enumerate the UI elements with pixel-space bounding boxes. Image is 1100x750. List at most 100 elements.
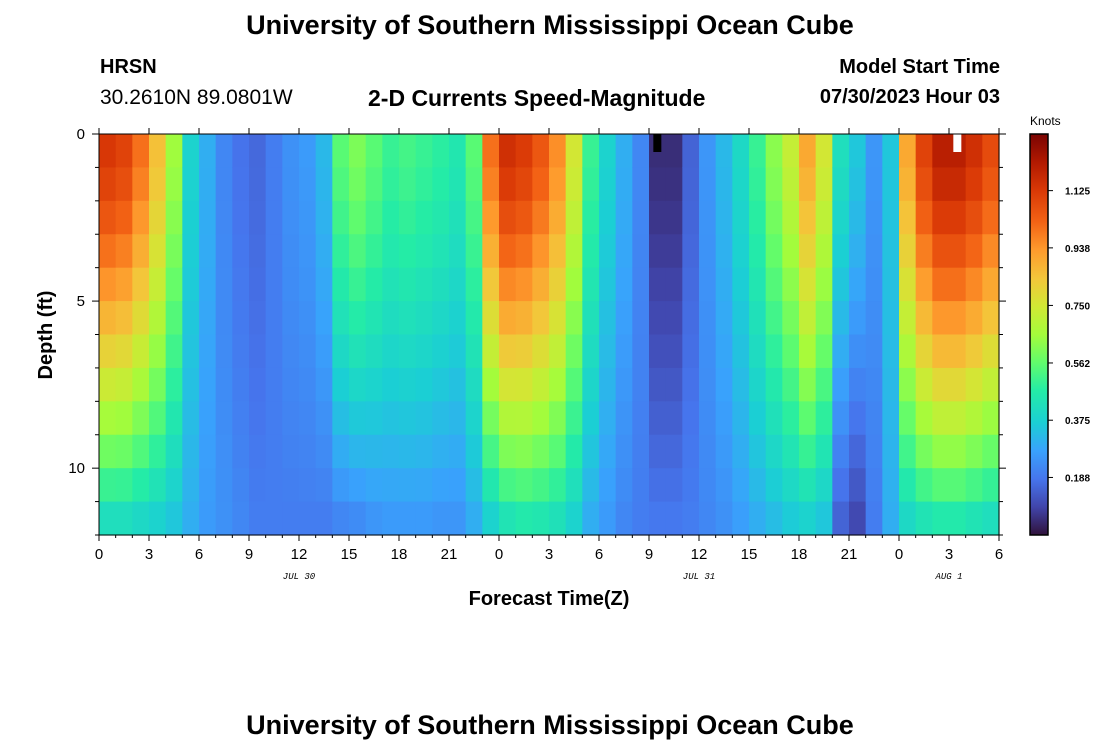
heatmap-cell	[449, 334, 467, 369]
heatmap-cell	[949, 401, 967, 436]
heatmap-cell	[115, 234, 133, 269]
heatmap-cell	[332, 501, 350, 536]
x-tick-label: 0	[95, 546, 103, 563]
heatmap-cell	[715, 401, 733, 436]
heatmap-cell	[815, 234, 833, 269]
heatmap-cell	[582, 267, 600, 302]
heatmap-cell	[415, 334, 433, 369]
heatmap-cell	[932, 401, 950, 436]
heatmap-cell	[482, 234, 500, 269]
heatmap-cell	[765, 301, 783, 336]
heatmap-cell	[949, 267, 967, 302]
heatmap-cell	[265, 334, 283, 369]
heatmap-cell	[915, 301, 933, 336]
heatmap-cell	[832, 501, 850, 536]
heatmap-cell	[399, 434, 417, 469]
heatmap-cell	[782, 468, 800, 503]
heatmap-cell	[199, 501, 217, 536]
heatmap-cell	[599, 334, 617, 369]
heatmap-cell	[465, 134, 483, 169]
heatmap-cell	[665, 334, 683, 369]
heatmap-cell	[599, 167, 617, 202]
heatmap-cell	[865, 267, 883, 302]
x-tick-label: 18	[391, 546, 408, 563]
heatmap-cell	[849, 367, 867, 402]
heatmap-cell	[465, 301, 483, 336]
heatmap-cell	[782, 401, 800, 436]
heatmap-cell	[232, 334, 250, 369]
heatmap-cell	[249, 334, 267, 369]
heatmap-cell	[699, 501, 717, 536]
heatmap-cell	[815, 200, 833, 235]
heatmap-cell	[199, 234, 217, 269]
heatmap-cell	[749, 468, 767, 503]
heatmap-cell	[199, 434, 217, 469]
heatmap-cell	[532, 367, 550, 402]
heatmap-cell	[665, 401, 683, 436]
heatmap-cell	[249, 501, 267, 536]
station-coordinates: 30.2610N 89.0801W	[100, 86, 293, 109]
heatmap-cell	[899, 200, 917, 235]
heatmap-cell	[149, 301, 167, 336]
heatmap-cell	[649, 468, 667, 503]
heatmap-cell	[99, 401, 117, 436]
heatmap-cell	[932, 167, 950, 202]
heatmap-cell	[182, 200, 200, 235]
colorbar-tick-label: 0.938	[1065, 244, 1090, 255]
heatmap-cell	[649, 367, 667, 402]
heatmap-cell	[465, 334, 483, 369]
heatmap-cell	[332, 234, 350, 269]
heatmap-cell	[965, 401, 983, 436]
heatmap-cell	[632, 200, 650, 235]
heatmap-cell	[582, 501, 600, 536]
heatmap-cell	[215, 501, 233, 536]
heatmap-cell	[449, 267, 467, 302]
heatmap-cell	[199, 401, 217, 436]
heatmap-cell	[382, 234, 400, 269]
heatmap-cell	[965, 267, 983, 302]
heatmap-cell	[149, 234, 167, 269]
heatmap-cell	[449, 200, 467, 235]
heatmap-cell	[399, 468, 417, 503]
heatmap-cell	[499, 267, 517, 302]
heatmap-cell	[299, 501, 317, 536]
heatmap-cell	[632, 334, 650, 369]
heatmap-cell	[682, 434, 700, 469]
heatmap-cell	[315, 367, 333, 402]
heatmap-cell	[165, 167, 183, 202]
x-tick-label: 6	[595, 546, 603, 563]
heatmap-cell	[332, 434, 350, 469]
heatmap-cell	[832, 367, 850, 402]
model-start-label: Model Start Time	[839, 56, 1000, 78]
heatmap-cell	[515, 401, 533, 436]
heatmap-cell	[749, 267, 767, 302]
heatmap-cell	[749, 434, 767, 469]
heatmap-cell	[149, 167, 167, 202]
heatmap-cell	[982, 334, 1000, 369]
heatmap-cell	[249, 234, 267, 269]
heatmap-cell	[515, 334, 533, 369]
heatmap-cell	[615, 434, 633, 469]
heatmap-cell	[849, 301, 867, 336]
heatmap-cell	[132, 167, 150, 202]
missing-data-markers	[653, 134, 962, 152]
heatmap-cell	[165, 234, 183, 269]
colorbar-gradient	[1029, 133, 1049, 536]
date-label: AUG 1	[934, 572, 962, 582]
heatmap-cell	[482, 334, 500, 369]
heatmap-cell	[282, 367, 300, 402]
heatmap-cell	[399, 401, 417, 436]
heatmap-cell	[765, 434, 783, 469]
heatmap-cell	[282, 468, 300, 503]
heatmap-cell	[699, 434, 717, 469]
heatmap-cell	[982, 167, 1000, 202]
heatmap-cell	[599, 401, 617, 436]
heatmap-cell	[965, 501, 983, 536]
heatmap-cell	[282, 501, 300, 536]
heatmap-cell	[149, 401, 167, 436]
heatmap-cell	[282, 434, 300, 469]
heatmap-cell	[832, 468, 850, 503]
heatmap-cell	[499, 167, 517, 202]
heatmap-cell	[349, 234, 367, 269]
heatmap-cell	[799, 401, 817, 436]
